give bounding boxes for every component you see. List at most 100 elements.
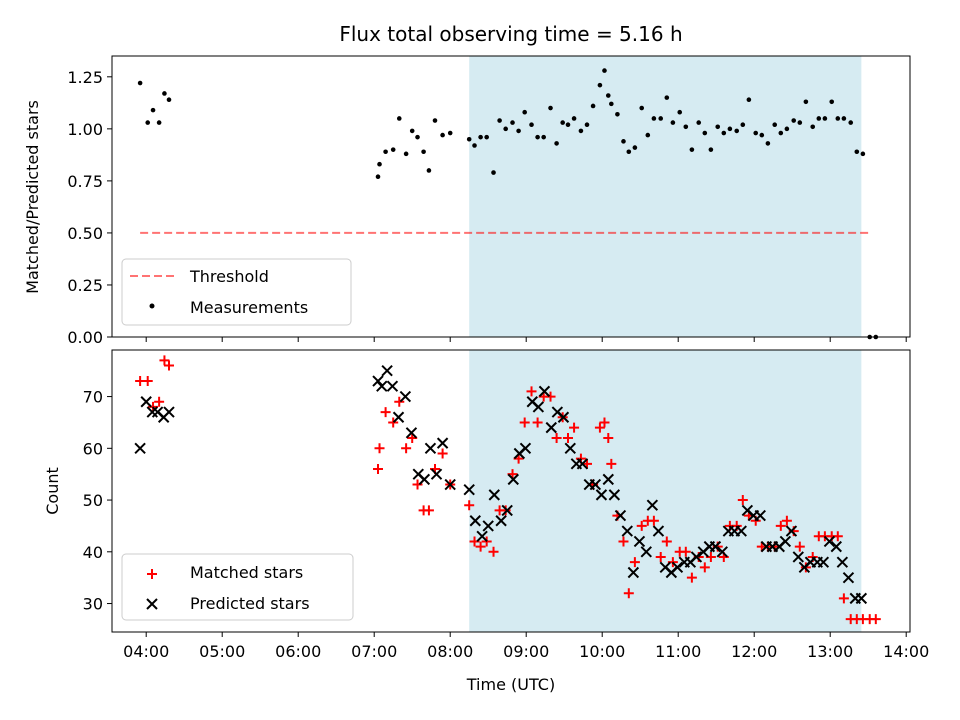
y-tick-label: 1.00	[67, 120, 103, 139]
matched-star-point	[794, 541, 805, 552]
matched-star-point	[680, 546, 691, 557]
measurements-legend-label: Measurements	[190, 298, 308, 317]
predicted-star-point	[444, 478, 456, 491]
predicted-star-point	[501, 504, 513, 517]
predicted-star-point	[792, 551, 804, 563]
measurement-point	[472, 143, 477, 148]
measurement-point	[548, 105, 553, 111]
measurement-point	[484, 134, 489, 140]
matched-star-point	[388, 417, 399, 428]
threshold-legend-label: Threshold	[189, 267, 269, 286]
plus-icon	[147, 569, 157, 579]
matched-star-point	[500, 505, 511, 516]
predicted-star-point	[564, 442, 576, 455]
predicted-star-point	[735, 525, 747, 537]
measurement-point	[816, 116, 822, 121]
x-tick-label: 11:00	[655, 642, 701, 661]
matched-star-point	[532, 417, 543, 428]
predicted-star-point	[627, 566, 640, 579]
predicted-star-point	[652, 525, 665, 537]
measurement-point	[829, 99, 835, 105]
observing-window-shade	[469, 56, 862, 337]
measurement-point	[702, 130, 708, 136]
predicted-star-point	[633, 535, 646, 548]
measurement-point	[440, 132, 445, 138]
x-tick-label: 09:00	[503, 642, 549, 661]
y-tick-label: 40	[83, 543, 103, 562]
bottom-y-axis-label: Count	[43, 467, 62, 515]
predicted-star-point	[836, 556, 849, 568]
x-tick-label: 07:00	[351, 642, 397, 661]
measurement-point	[803, 99, 809, 105]
measurement-point	[466, 136, 472, 142]
matched-star-point	[838, 593, 849, 604]
predicted-star-point	[134, 442, 146, 455]
matched-star-point	[661, 536, 672, 547]
predicted-star-point	[538, 385, 551, 398]
axes-frame	[111, 55, 911, 338]
predicted-star-point	[671, 561, 684, 574]
y-tick-label: 60	[83, 439, 103, 458]
measurement-point	[510, 120, 515, 125]
matched-star-point	[648, 515, 659, 526]
measurement-point	[162, 91, 167, 96]
matched-star-point	[423, 505, 434, 516]
x-tick-label: 08:00	[427, 642, 473, 661]
matched-star-point	[142, 376, 153, 387]
measurement-point	[503, 126, 508, 132]
matched-star-point	[686, 572, 697, 583]
predicted-star-point	[608, 489, 621, 501]
top-y-axis-label: Matched/Predicted stars	[23, 100, 42, 294]
measurement-point	[609, 101, 614, 107]
x-tick-label: 04:00	[123, 642, 169, 661]
matched-legend-label: Matched stars	[190, 563, 303, 582]
measurement-point	[615, 111, 620, 117]
measurement-point	[571, 116, 577, 121]
measurement-point	[621, 139, 626, 144]
measurement-point	[708, 147, 714, 152]
measurement-point	[670, 120, 676, 125]
predicted-star-point	[386, 380, 399, 392]
x-tick-label: 10:00	[579, 642, 625, 661]
matched-star-point	[373, 464, 383, 475]
predicted-star-point	[830, 540, 842, 553]
measurement-point	[605, 93, 611, 98]
measurement-point	[522, 109, 527, 115]
predicted-star-point	[602, 473, 614, 486]
measurement-point	[683, 124, 689, 130]
predicted-star-point	[785, 525, 798, 537]
predicted-star-point	[646, 499, 659, 511]
measurement-point	[491, 170, 496, 175]
measurement-point	[145, 120, 151, 125]
measurement-point	[137, 80, 143, 86]
chart-title: Flux total observing time = 5.16 h	[339, 22, 682, 46]
measurement-point	[721, 130, 727, 136]
matched-star-point	[488, 546, 499, 557]
predicted-star-point	[418, 473, 431, 486]
predicted-star-point	[399, 390, 412, 403]
measurement-point	[854, 149, 860, 155]
y-tick-label: 0.00	[67, 328, 103, 347]
measurement-point	[560, 120, 565, 125]
predicted-star-point	[595, 489, 608, 501]
predicted-star-point	[476, 530, 488, 542]
axes-frame	[111, 349, 911, 633]
measurement-point	[772, 122, 778, 127]
measurement-point	[645, 132, 651, 138]
matched-star-point	[394, 396, 405, 407]
measurement-point	[529, 122, 534, 127]
measurement-point	[535, 134, 540, 140]
predicted-legend-swatch	[146, 598, 158, 610]
top-panel-ratio: 0.00 0.25 0.50 0.75 1.00 1.25	[67, 55, 911, 347]
y-tick-label: 70	[83, 388, 103, 407]
measurement-point	[639, 105, 645, 111]
predicted-star-point	[690, 551, 703, 563]
predicted-star-point	[716, 546, 728, 558]
measurement-point	[791, 118, 797, 123]
matched-star-point	[655, 551, 666, 562]
predicted-star-point	[557, 411, 570, 423]
measurement-point	[778, 130, 784, 136]
predicted-star-point	[392, 411, 405, 423]
measurements-legend-swatch	[149, 303, 155, 309]
measurement-point	[478, 134, 483, 140]
